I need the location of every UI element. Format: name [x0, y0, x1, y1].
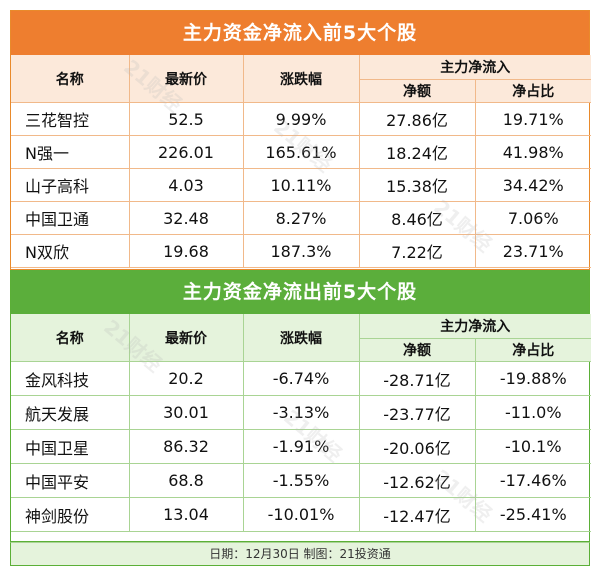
net-amount: 8.46亿	[358, 201, 476, 235]
header-price: 最新价	[128, 55, 244, 103]
table-row: 山子高科 4.03 10.11% 15.38亿 34.42%	[11, 168, 591, 202]
header-amount: 净额	[359, 79, 476, 103]
stock-price: 19.68	[128, 234, 244, 268]
stock-price: 20.2	[128, 361, 244, 396]
header-name: 名称	[11, 314, 130, 362]
stock-price: 86.32	[128, 429, 244, 464]
header-ratio: 净占比	[474, 79, 591, 103]
header-change: 涨跌幅	[242, 314, 360, 362]
stock-name: 中国平安	[11, 463, 130, 498]
header-price: 最新价	[128, 314, 244, 362]
table-row: 中国平安 68.8 -1.55% -12.62亿 -17.46%	[11, 463, 591, 498]
stock-name: 航天发展	[11, 395, 130, 430]
table-row: 神剑股份 13.04 -10.01% -12.47亿 -25.41%	[11, 497, 591, 532]
header-group: 主力净流入	[358, 55, 591, 80]
net-amount: -20.06亿	[358, 429, 476, 464]
net-ratio: -25.41%	[474, 497, 591, 532]
outflow-title: 主力资金净流出前5大个股	[11, 270, 589, 314]
net-ratio: -11.0%	[474, 395, 591, 430]
net-ratio: -17.46%	[474, 463, 591, 498]
stock-change: -3.13%	[242, 395, 360, 430]
header-name: 名称	[11, 55, 130, 103]
table-row: 金风科技 20.2 -6.74% -28.71亿 -19.88%	[11, 361, 591, 396]
net-ratio: -19.88%	[474, 361, 591, 396]
net-amount: 27.86亿	[358, 102, 476, 136]
net-amount: 18.24亿	[358, 135, 476, 169]
net-ratio: -10.1%	[474, 429, 591, 464]
net-amount: -12.47亿	[358, 497, 476, 532]
outflow-section: 主力资金净流出前5大个股 名称 最新价 涨跌幅 主力净流入 净额 净占比	[10, 270, 591, 542]
inflow-section: 主力资金净流入前5大个股 名称 最新价 涨跌幅 主力净流入 净额 净占比	[10, 10, 591, 270]
stock-price: 226.01	[128, 135, 244, 169]
header-change: 涨跌幅	[242, 55, 360, 103]
table-row: 航天发展 30.01 -3.13% -23.77亿 -11.0%	[11, 395, 591, 430]
stock-change: -1.55%	[242, 463, 360, 498]
stock-change: -1.91%	[242, 429, 360, 464]
stock-change: 187.3%	[242, 234, 360, 268]
header-amount: 净额	[359, 338, 476, 362]
stock-price: 32.48	[128, 201, 244, 235]
stock-change: -6.74%	[242, 361, 360, 396]
stock-name: 山子高科	[11, 168, 130, 202]
stock-price: 52.5	[128, 102, 244, 136]
table-row: N强一 226.01 165.61% 18.24亿 41.98%	[11, 135, 591, 169]
table-row: 中国卫星 86.32 -1.91% -20.06亿 -10.1%	[11, 429, 591, 464]
net-ratio: 41.98%	[474, 135, 591, 169]
net-amount: -12.62亿	[358, 463, 476, 498]
header-ratio: 净占比	[474, 338, 591, 362]
stock-price: 30.01	[128, 395, 244, 430]
stock-change: 8.27%	[242, 201, 360, 235]
stock-name: 金风科技	[11, 361, 130, 396]
outflow-table: 名称 最新价 涨跌幅 主力净流入 净额 净占比 金风科技 20.2 -6.74%…	[11, 314, 591, 532]
stock-name: 中国卫通	[11, 201, 130, 235]
table-row: 三花智控 52.5 9.99% 27.86亿 19.71%	[11, 102, 591, 136]
net-ratio: 7.06%	[474, 201, 591, 235]
stock-change: 165.61%	[242, 135, 360, 169]
table-row: N双欣 19.68 187.3% 7.22亿 23.71%	[11, 234, 591, 268]
net-ratio: 34.42%	[474, 168, 591, 202]
net-ratio: 23.71%	[474, 234, 591, 268]
net-amount: -23.77亿	[358, 395, 476, 430]
header-group: 主力净流入	[358, 314, 591, 339]
footer-credit: 日期：12月30日 制图：21投资通	[10, 542, 590, 566]
stock-change: 9.99%	[242, 102, 360, 136]
stock-change: 10.11%	[242, 168, 360, 202]
stock-price: 68.8	[128, 463, 244, 498]
stock-flow-infographic: 主力资金净流入前5大个股 名称 最新价 涨跌幅 主力净流入 净额 净占比	[10, 10, 591, 566]
stock-name: 神剑股份	[11, 497, 130, 532]
table-row: 中国卫通 32.48 8.27% 8.46亿 7.06%	[11, 201, 591, 235]
stock-name: 中国卫星	[11, 429, 130, 464]
inflow-table: 名称 最新价 涨跌幅 主力净流入 净额 净占比 三花智控 52.5 9.99% …	[11, 55, 591, 268]
stock-name: N双欣	[11, 234, 130, 268]
stock-change: -10.01%	[242, 497, 360, 532]
net-ratio: 19.71%	[474, 102, 591, 136]
stock-price: 13.04	[128, 497, 244, 532]
inflow-title: 主力资金净流入前5大个股	[11, 11, 589, 55]
net-amount: -28.71亿	[358, 361, 476, 396]
net-amount: 15.38亿	[358, 168, 476, 202]
stock-name: 三花智控	[11, 102, 130, 136]
stock-name: N强一	[11, 135, 130, 169]
net-amount: 7.22亿	[358, 234, 476, 268]
stock-price: 4.03	[128, 168, 244, 202]
